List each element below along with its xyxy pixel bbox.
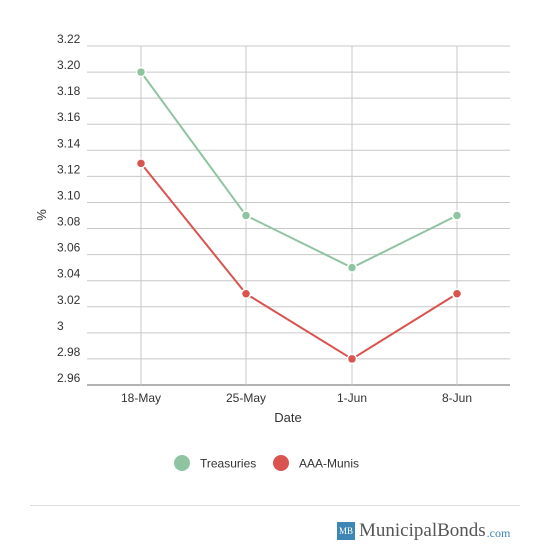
legend-marker[interactable] <box>273 455 289 471</box>
y-axis-title: % <box>34 209 49 221</box>
x-axis-title: Date <box>274 410 301 425</box>
y-tick-label: 3.06 <box>57 241 81 255</box>
x-tick-label: 1-Jun <box>337 391 367 405</box>
data-point[interactable] <box>451 288 463 299</box>
x-tick-label: 25-May <box>226 391 266 405</box>
line-chart: 2.96 2.98 3 3.02 3.04 3.06 3.08 3.10 3.12 3.14 3.1… <box>34 32 510 471</box>
x-tick-labels: 18-May 25-May 1-Jun 8-Jun <box>121 391 472 405</box>
y-tick-label: 3.18 <box>57 84 81 98</box>
brand-tld: .com <box>486 526 511 540</box>
y-tick-label: 3.16 <box>57 110 81 124</box>
series-line <box>140 71 458 269</box>
data-point[interactable] <box>240 210 252 221</box>
brand-link[interactable]: MB MunicipalBonds .com <box>337 520 511 541</box>
y-tick-label: 3.04 <box>57 267 81 281</box>
y-tick-label: 3.12 <box>57 162 81 176</box>
x-tick-label: 8-Jun <box>442 391 472 405</box>
brand-name: MunicipalBonds <box>359 520 486 541</box>
data-point[interactable] <box>240 288 252 299</box>
y-tick-label: 2.98 <box>57 345 81 359</box>
data-point[interactable] <box>135 158 147 169</box>
y-tick-label: 3.14 <box>57 136 81 150</box>
data-point[interactable] <box>346 262 358 273</box>
y-tick-label: 2.96 <box>57 371 81 385</box>
y-tick-label: 3.22 <box>57 32 81 46</box>
legend-label[interactable]: Treasuries <box>200 457 256 471</box>
data-point[interactable] <box>451 210 463 221</box>
y-tick-label: 3.08 <box>57 215 81 229</box>
series-line <box>140 162 458 361</box>
brand-logo-icon: MB <box>337 522 355 540</box>
x-tick-label: 18-May <box>121 391 161 405</box>
footer-divider <box>30 505 520 506</box>
legend[interactable]: Treasuries AAA-Munis <box>174 455 359 471</box>
y-tick-label: 3.02 <box>57 293 81 307</box>
series <box>135 66 463 365</box>
legend-marker[interactable] <box>174 455 190 471</box>
data-point[interactable] <box>135 66 147 78</box>
grid <box>87 45 510 386</box>
y-tick-label: 3 <box>57 319 64 333</box>
y-tick-label: 3.10 <box>57 188 81 202</box>
y-tick-labels: 2.96 2.98 3 3.02 3.04 3.06 3.08 3.10 3.12 3.14 3.1… <box>57 32 81 385</box>
data-point[interactable] <box>346 353 358 365</box>
y-tick-label: 3.20 <box>57 58 81 72</box>
legend-label[interactable]: AAA-Munis <box>299 457 359 471</box>
